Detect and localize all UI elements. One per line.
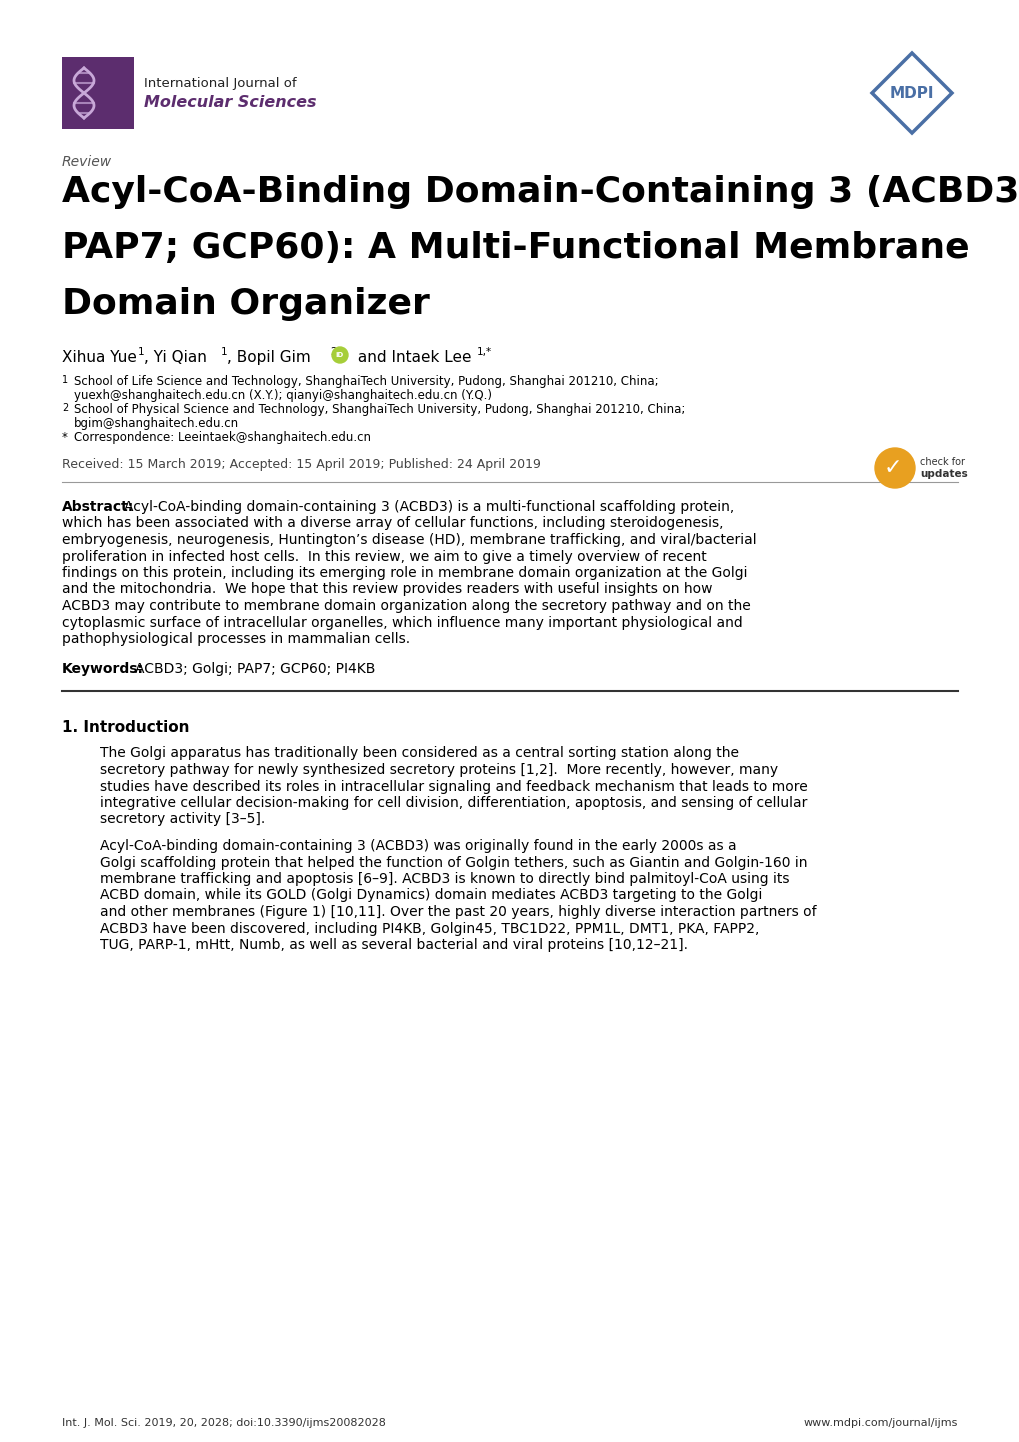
Text: membrane trafficking and apoptosis [6–9]. ACBD3 is known to directly bind palmit: membrane trafficking and apoptosis [6–9]…: [100, 872, 789, 885]
Text: 2: 2: [62, 402, 68, 412]
Text: ✓: ✓: [882, 459, 902, 477]
Text: Abstract:: Abstract:: [62, 500, 135, 513]
Text: yuexh@shanghaitech.edu.cn (X.Y.); qianyi@shanghaitech.edu.cn (Y.Q.): yuexh@shanghaitech.edu.cn (X.Y.); qianyi…: [74, 389, 491, 402]
Text: updates: updates: [919, 469, 967, 479]
Text: Review: Review: [62, 154, 112, 169]
Text: check for: check for: [919, 457, 964, 467]
Text: Acyl-CoA-binding domain-containing 3 (ACBD3) was originally found in the early 2: Acyl-CoA-binding domain-containing 3 (AC…: [100, 839, 736, 854]
Text: School of Physical Science and Technology, ShanghaiTech University, Pudong, Shan: School of Physical Science and Technolog…: [74, 402, 685, 415]
Text: *: *: [62, 431, 68, 444]
Text: integrative cellular decision-making for cell division, differentiation, apoptos: integrative cellular decision-making for…: [100, 796, 807, 810]
Text: Domain Organizer: Domain Organizer: [62, 287, 429, 322]
Text: 1. Introduction: 1. Introduction: [62, 721, 190, 735]
FancyBboxPatch shape: [62, 58, 133, 128]
Text: cytoplasmic surface of intracellular organelles, which influence many important : cytoplasmic surface of intracellular org…: [62, 616, 742, 630]
Text: The Golgi apparatus has traditionally been considered as a central sorting stati: The Golgi apparatus has traditionally be…: [100, 747, 739, 760]
Text: Xihua Yue: Xihua Yue: [62, 350, 142, 365]
Text: 1,*: 1,*: [477, 348, 491, 358]
Text: secretory pathway for newly synthesized secretory proteins [1,2].  More recently: secretory pathway for newly synthesized …: [100, 763, 777, 777]
Text: Acyl-CoA-Binding Domain-Containing 3 (ACBD3;: Acyl-CoA-Binding Domain-Containing 3 (AC…: [62, 174, 1019, 209]
Text: International Journal of: International Journal of: [144, 76, 297, 89]
Text: pathophysiological processes in mammalian cells.: pathophysiological processes in mammalia…: [62, 632, 410, 646]
Text: School of Life Science and Technology, ShanghaiTech University, Pudong, Shanghai: School of Life Science and Technology, S…: [74, 375, 658, 388]
Circle shape: [331, 348, 347, 363]
Text: bgim@shanghaitech.edu.cn: bgim@shanghaitech.edu.cn: [74, 417, 238, 430]
Text: 1: 1: [221, 348, 227, 358]
Text: 2: 2: [330, 348, 336, 358]
Text: Golgi scaffolding protein that helped the function of Golgin tethers, such as Gi: Golgi scaffolding protein that helped th…: [100, 855, 807, 870]
Text: TUG, PARP-1, mHtt, Numb, as well as several bacterial and viral proteins [10,12–: TUG, PARP-1, mHtt, Numb, as well as seve…: [100, 937, 688, 952]
Text: Molecular Sciences: Molecular Sciences: [144, 95, 316, 110]
Text: ACBD3 may contribute to membrane domain organization along the secretory pathway: ACBD3 may contribute to membrane domain …: [62, 598, 750, 613]
Text: studies have described its roles in intracellular signaling and feedback mechani: studies have described its roles in intr…: [100, 780, 807, 793]
Text: and Intaek Lee: and Intaek Lee: [353, 350, 476, 365]
Text: ACBD3 have been discovered, including PI4KB, Golgin45, TBC1D22, PPM1L, DMT1, PKA: ACBD3 have been discovered, including PI…: [100, 921, 758, 936]
Text: which has been associated with a diverse array of cellular functions, including : which has been associated with a diverse…: [62, 516, 722, 531]
Text: , Yi Qian: , Yi Qian: [144, 350, 212, 365]
Circle shape: [874, 448, 914, 487]
Text: and other membranes (Figure 1) [10,11]. Over the past 20 years, highly diverse i: and other membranes (Figure 1) [10,11]. …: [100, 906, 816, 919]
Text: PAP7; GCP60): A Multi-Functional Membrane: PAP7; GCP60): A Multi-Functional Membran…: [62, 231, 969, 265]
Text: Keywords:: Keywords:: [62, 662, 144, 676]
Text: findings on this protein, including its emerging role in membrane domain organiz: findings on this protein, including its …: [62, 567, 747, 580]
Text: Correspondence: Leeintaek@shanghaitech.edu.cn: Correspondence: Leeintaek@shanghaitech.e…: [74, 431, 371, 444]
Text: MDPI: MDPI: [889, 85, 933, 101]
Text: embryogenesis, neurogenesis, Huntington’s disease (HD), membrane trafficking, an: embryogenesis, neurogenesis, Huntington’…: [62, 534, 756, 547]
Text: iD: iD: [335, 352, 343, 358]
Text: , Bopil Gim: , Bopil Gim: [227, 350, 315, 365]
Text: Acyl-CoA-binding domain-containing 3 (ACBD3) is a multi-functional scaffolding p: Acyl-CoA-binding domain-containing 3 (AC…: [124, 500, 734, 513]
Text: proliferation in infected host cells.  In this review, we aim to give a timely o: proliferation in infected host cells. In…: [62, 549, 706, 564]
Text: 1: 1: [138, 348, 145, 358]
Text: and the mitochondria.  We hope that this review provides readers with useful ins: and the mitochondria. We hope that this …: [62, 583, 712, 597]
Text: Int. J. Mol. Sci. 2019, 20, 2028; doi:10.3390/ijms20082028: Int. J. Mol. Sci. 2019, 20, 2028; doi:10…: [62, 1417, 385, 1428]
Text: ACBD domain, while its GOLD (Golgi Dynamics) domain mediates ACBD3 targeting to : ACBD domain, while its GOLD (Golgi Dynam…: [100, 888, 761, 903]
Text: Received: 15 March 2019; Accepted: 15 April 2019; Published: 24 April 2019: Received: 15 March 2019; Accepted: 15 Ap…: [62, 459, 540, 472]
Text: www.mdpi.com/journal/ijms: www.mdpi.com/journal/ijms: [803, 1417, 957, 1428]
Text: 1: 1: [62, 375, 68, 385]
Text: ACBD3; Golgi; PAP7; GCP60; PI4KB: ACBD3; Golgi; PAP7; GCP60; PI4KB: [135, 662, 375, 676]
Text: secretory activity [3–5].: secretory activity [3–5].: [100, 812, 265, 826]
